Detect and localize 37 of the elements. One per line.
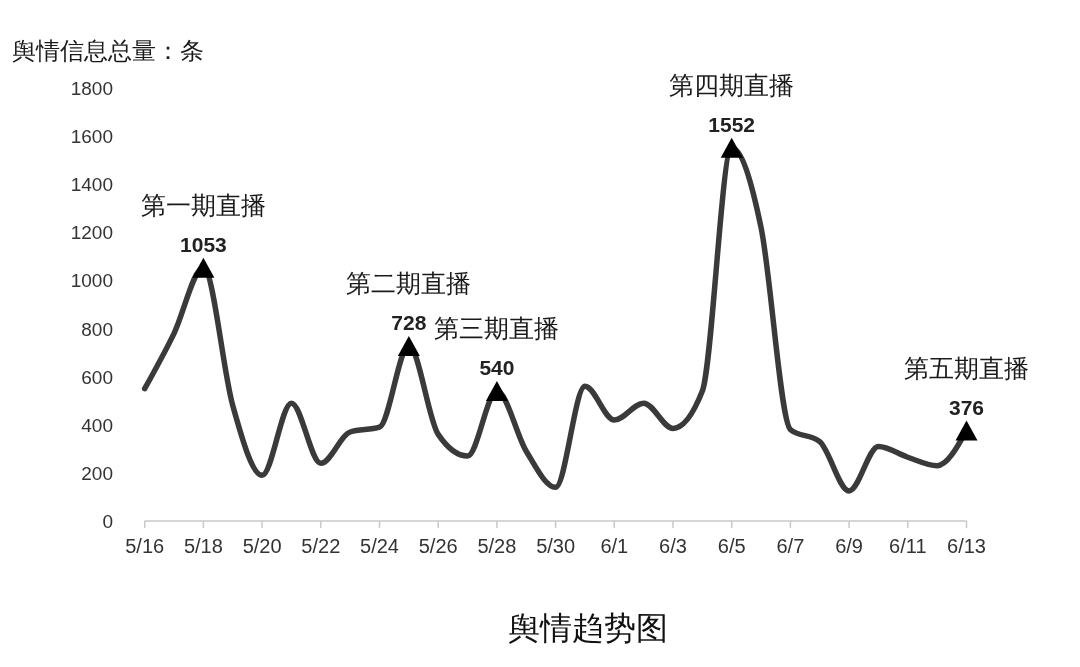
- x-tick-label: 6/5: [717, 535, 746, 557]
- x-tick-label: 5/26: [418, 535, 458, 557]
- x-tick-label: 5/20: [242, 535, 282, 557]
- data-label: 540: [479, 356, 515, 380]
- x-tick-label: 5/30: [536, 535, 576, 557]
- data-label: 1552: [708, 112, 756, 136]
- y-tick-label: 1200: [70, 222, 113, 244]
- annotation: 第五期直播: [904, 353, 1029, 382]
- y-tick-label: 400: [81, 414, 113, 436]
- y-tick-label: 0: [102, 511, 113, 532]
- annotation: 第四期直播: [669, 70, 795, 99]
- data-label: 728: [391, 310, 427, 334]
- y-tick-label: 1600: [70, 126, 113, 148]
- x-tick-label: 6/1: [600, 535, 629, 557]
- annotation: 第一期直播: [140, 190, 266, 219]
- data-label: 376: [948, 395, 985, 419]
- annotation: 第二期直播: [346, 268, 472, 297]
- x-tick-label: 6/9: [835, 535, 864, 557]
- y-tick-label: 800: [81, 318, 113, 340]
- annotation: 第三期直播: [434, 314, 560, 343]
- title: 舆情趋势图: [508, 609, 668, 647]
- y-tick-label: 1000: [70, 270, 113, 292]
- x-tick-label: 5/18: [183, 535, 223, 557]
- x-tick-label: 6/3: [659, 535, 687, 557]
- y-tick-label: 600: [81, 366, 113, 388]
- ylabel: 舆情信息总量：条: [12, 37, 204, 64]
- x-tick-label: 5/28: [477, 535, 517, 557]
- data-label: 1053: [180, 232, 227, 256]
- x-tick-label: 5/16: [125, 535, 165, 557]
- x-tick-label: 5/22: [301, 535, 341, 557]
- x-tick-label: 6/7: [776, 535, 805, 557]
- x-tick-label: 6/13: [947, 535, 986, 557]
- y-tick-label: 1800: [70, 78, 113, 99]
- y-tick-label: 1400: [70, 174, 113, 196]
- x-tick-label: 5/24: [360, 535, 399, 557]
- x-tick-label: 6/11: [889, 535, 927, 557]
- y-tick-label: 200: [81, 462, 113, 484]
